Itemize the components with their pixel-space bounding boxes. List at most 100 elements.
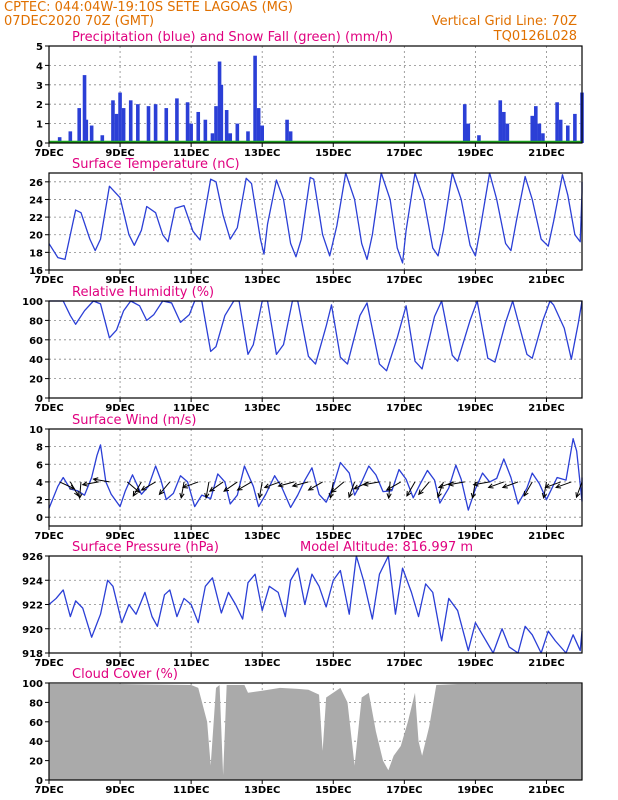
wind-ytick-label: 2 <box>36 496 43 507</box>
rh-ytick-label: 60 <box>29 336 43 347</box>
rh-xtick-label: 7DEC <box>34 403 63 414</box>
cloud-frame <box>48 682 583 781</box>
wind-arrow-head <box>181 483 189 489</box>
wind-arrow-head <box>523 490 529 497</box>
precip-frame <box>48 45 583 144</box>
wind-arrow-head <box>236 485 243 491</box>
wind-arrow-shaft <box>448 481 465 486</box>
precip-bar <box>175 98 179 143</box>
wind-arrow-head <box>470 492 476 499</box>
wind-arrow-shaft <box>93 478 110 483</box>
precip-bar <box>77 108 82 143</box>
cloud-xtick-label: 21DEC <box>528 785 564 796</box>
wind-arrow <box>348 481 356 499</box>
rh-xtick-label: 21DEC <box>528 403 564 414</box>
precip-bar <box>136 104 140 143</box>
precip-bar <box>224 110 229 143</box>
temp-xtick-label: 15DEC <box>315 275 351 286</box>
wind-arrow-shaft <box>82 481 99 486</box>
rh-title: Relative Humidity (%) <box>72 285 214 300</box>
precip-bar <box>153 104 158 143</box>
wind-arrow-head <box>158 489 165 496</box>
wind-arrow <box>223 481 238 492</box>
precip-bar <box>235 123 240 143</box>
precip-bar <box>505 123 510 143</box>
wind-arrow-head <box>555 483 562 489</box>
precip-bar <box>477 135 481 143</box>
wind-arrow-shaft <box>331 481 345 493</box>
wind-arrow <box>77 481 83 500</box>
precip-bar <box>502 111 506 143</box>
temp-frame <box>48 172 583 271</box>
pressure-xtick-label: 13DEC <box>244 658 280 669</box>
wind-arrow <box>208 481 224 492</box>
precip-bar <box>89 125 94 143</box>
precip-xtick-label: 21DEC <box>528 148 564 159</box>
wind-arrow <box>81 481 99 487</box>
precip-ytick-label: 0 <box>36 139 43 150</box>
wind-arrow-shaft <box>159 481 171 495</box>
wind-arrow-head <box>257 492 263 499</box>
temp-xtick-label: 9DEC <box>105 275 134 286</box>
wind-arrow-shaft <box>488 481 504 488</box>
precip-ytick-label: 4 <box>36 61 43 72</box>
precip-ytick-label: 1 <box>36 120 43 131</box>
cloud-ytick-label: 100 <box>22 679 43 690</box>
cloud-ytick-label: 80 <box>29 698 43 709</box>
wind-arrow <box>328 481 334 499</box>
run-label: 07DEC2020 70Z (GMT) <box>4 14 154 29</box>
wind-arrow-shaft <box>418 481 430 495</box>
pressure-xtick-label: 17DEC <box>386 658 422 669</box>
wind-arrow <box>436 481 444 499</box>
rh-xtick-label: 13DEC <box>244 403 280 414</box>
precip-bar <box>555 102 559 143</box>
precip-bar <box>558 119 563 143</box>
wind-arrow <box>263 481 281 489</box>
precip-bar <box>288 131 293 143</box>
wind-arrow <box>447 481 465 487</box>
wind-arrow <box>330 481 345 494</box>
wind-arrow-shaft <box>69 481 79 497</box>
wind-arrow-head <box>544 483 551 489</box>
wind-arrow-shaft <box>79 481 82 499</box>
wind-arrow <box>158 481 171 496</box>
wind-xtick-label: 15DEC <box>315 531 351 542</box>
temp-ytick-label: 18 <box>29 248 43 259</box>
wind-arrow-shaft <box>308 481 323 491</box>
wind-xtick-label: 7DEC <box>34 531 63 542</box>
cloud-ytick-label: 60 <box>29 718 43 729</box>
wind-arrow-head <box>92 477 99 483</box>
precip-bar <box>210 133 215 143</box>
wind-arrow-head <box>307 485 314 491</box>
rh-ytick-label: 100 <box>22 297 43 308</box>
wind-arrow-head <box>140 485 147 491</box>
wind-arrow <box>487 481 504 489</box>
wind-arrow-shaft <box>555 481 572 488</box>
wind-arrow <box>179 481 185 499</box>
pressure-ytick-label: 918 <box>22 649 43 660</box>
wind-arrow <box>291 481 309 488</box>
wind-arrow <box>92 477 110 483</box>
precip-bar <box>565 125 570 143</box>
wind-arrow <box>523 481 533 497</box>
wind-arrow <box>277 481 295 488</box>
wind-xtick-label: 21DEC <box>528 531 564 542</box>
precip-bar <box>253 55 257 144</box>
wind-arrow-shaft <box>473 481 490 486</box>
precip-bar <box>146 106 151 143</box>
cloud-title: Cloud Cover (%) <box>72 667 178 682</box>
wind-arrow-shaft <box>180 481 185 498</box>
precip-xtick-label: 11DEC <box>173 148 209 159</box>
precip-bar <box>114 113 119 143</box>
rh-ytick-label: 20 <box>29 375 43 386</box>
panel-wind: Surface Wind (m/s) 0 2 4 6 8 10 7DEC 9DEC 11DEC 1… <box>29 413 583 542</box>
rh-ytick-label: 40 <box>29 355 43 366</box>
temp-xtick-label: 11DEC <box>173 275 209 286</box>
wind-arrow <box>418 481 430 496</box>
precip-xtick-label: 17DEC <box>386 148 422 159</box>
station-label: CPTEC: 044:04W-19:10S SETE LAGOAS (MG) <box>4 0 293 15</box>
wind-arrow-head <box>353 484 360 490</box>
panel-pressure: Surface Pressure (hPa) Model Altitude: 8… <box>22 540 583 669</box>
precip-bar <box>68 131 73 143</box>
